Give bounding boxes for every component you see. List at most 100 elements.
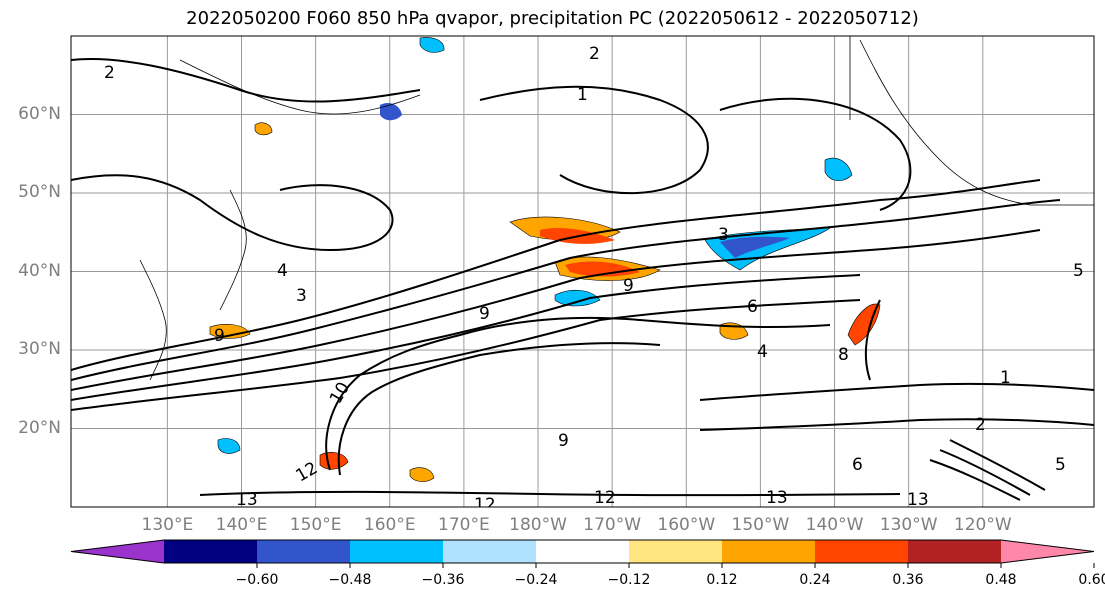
contour-line [929,459,1021,501]
lon-tick-label: 170°E [438,515,490,535]
contour-line [337,342,661,476]
lon-tick-label: 160°E [363,515,416,535]
contour-line [71,174,394,252]
colorbar-tick-label: 0.12 [706,572,738,588]
contour-label: 4 [757,342,768,362]
colorbar-tick-label: 0.24 [799,572,831,588]
lat-tick-label: 30°N [18,339,61,359]
colorbar-outline [70,539,1095,564]
colorbar-bin [722,540,816,563]
contour-label: 13 [236,490,258,510]
colorbar-tick-label: −0.36 [421,572,465,588]
lon-tick-label: 130°E [141,515,194,535]
colorbar-bin [257,540,351,563]
contour-line [479,85,709,195]
contour-label: 1 [577,85,588,105]
contour-label: 13 [766,488,788,508]
contour-label: 2 [104,63,115,83]
contour-line [71,229,1041,391]
positive-anomaly-patch [847,303,881,346]
contour-line [719,97,912,211]
contour-label: 1 [1000,368,1011,388]
contour-label: 6 [852,455,863,475]
colorbar-bin [536,540,630,563]
colorbar-bin [908,540,1002,563]
lon-tick-label: 120°W [953,515,1012,535]
contour-line [939,449,1031,496]
contour-label: 9 [623,276,634,296]
lon-tick-label: 150°W [731,515,790,535]
contour-line [864,299,881,381]
map-frame [70,35,1095,508]
contour-label: 5 [1055,455,1066,475]
contour-line [199,490,901,497]
lon-tick-label: 140°E [215,515,268,535]
colorbar-tick-label: −0.24 [514,572,558,588]
contour-label: 9 [479,304,490,324]
contour-line [71,274,861,401]
colorbar-tick-label: 0.48 [985,572,1017,588]
positive-anomaly-patch [254,122,273,136]
lat-tick-label: 20°N [18,417,61,438]
colorbar-extend-high [1001,540,1094,563]
contour-line [71,58,421,103]
lon-tick-label: 150°E [289,515,342,535]
contour-label: 12 [474,495,496,515]
lon-tick-label: 140°W [805,515,864,535]
contour-line [71,199,1061,381]
coastlines [139,36,1094,381]
contour-label: 13 [907,490,929,510]
negative-anomaly-patch [554,290,601,307]
contour-line [949,439,1046,491]
colorbar-tick-label: −0.48 [328,572,372,588]
lat-tick-label: 60°N [18,103,61,124]
colorbar-tick-label: 0.60 [1078,572,1105,588]
colorbar-tick-label: −0.12 [607,572,651,588]
contour-line [71,299,861,411]
lon-tick-label: 130°W [879,515,938,535]
colorbar-bin [443,540,537,563]
contour-label: 6 [747,297,758,317]
contour-label: 9 [558,431,569,451]
colorbar-bin [815,540,909,563]
qvapor-contours [71,58,1094,501]
contour-label: 9 [214,326,225,346]
positive-anomaly-patch [409,467,435,482]
contour-line [325,316,831,471]
contour-line [71,179,1041,371]
negative-anomaly-patch [380,103,402,121]
contour-line [699,382,1094,401]
lon-tick-label: 160°W [657,515,716,535]
contour-label: 4 [277,261,288,281]
contour-label: 2 [589,44,600,64]
figure-title: 2022050200 F060 850 hPa qvapor, precipit… [186,8,919,29]
contour-line [699,418,1094,431]
colorbar [70,539,1095,568]
coastline [859,39,1031,206]
colorbar-bin [629,540,723,563]
contour-label: 3 [296,286,307,306]
coastline [139,259,167,381]
negative-anomaly-patch [720,236,790,258]
colorbar-bin [164,540,258,563]
contour-label: 5 [1073,261,1084,281]
coastline [219,189,247,311]
contour-label: 8 [838,345,849,365]
negative-anomaly-patch [824,157,853,181]
contour-label: 2 [975,415,986,435]
colorbar-extend-low [71,540,164,563]
positive-anomaly-patch [565,261,640,277]
negative-anomaly-patch [217,438,241,454]
contour-label: 12 [594,488,616,508]
colorbar-bin [350,540,444,563]
lat-tick-label: 40°N [18,260,61,281]
positive-anomaly-patch [209,324,251,339]
contour-label: 3 [718,225,729,245]
colorbar-tick-label: 0.36 [892,572,924,588]
negative-anomaly-patch [419,37,445,53]
lat-tick-label: 50°N [18,182,61,202]
lon-tick-label: 170°W [583,515,642,535]
lon-tick-label: 180°W [509,515,567,535]
colorbar-tick-label: −0.60 [235,572,279,588]
